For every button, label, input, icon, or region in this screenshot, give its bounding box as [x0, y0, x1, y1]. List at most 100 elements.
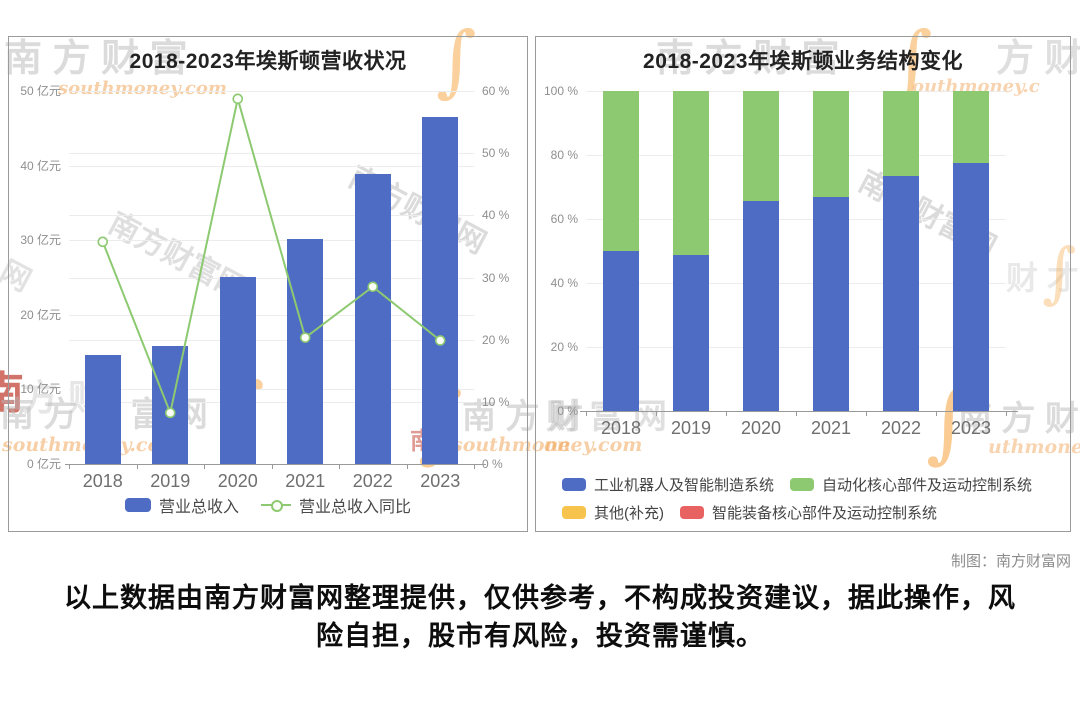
robot-swatch-icon [562, 478, 586, 491]
x-axis-tick-0 [586, 411, 587, 416]
stack-segment-blue-2018 [603, 251, 639, 411]
stack-segment-green-2018 [603, 91, 639, 251]
y-axis-label-0: 0 % [557, 404, 578, 418]
legend-label-yoy: 营业总收入同比 [299, 499, 412, 516]
legend-row-1: 工业机器人及智能制造系统 自动化核心部件及运动控制系统 [562, 474, 1032, 495]
legend-label-other: 其他(补充) [594, 505, 664, 522]
x-axis-category-2019: 2019 [150, 471, 191, 491]
x-axis-tick-0 [69, 464, 70, 469]
disclaimer-line-2: 险自担，股市有风险，投资需谨慎。 [316, 620, 764, 651]
left-axis-label-30: 30 亿元 [20, 233, 61, 248]
y-axis-label-100: 100 % [543, 84, 578, 98]
yoy-point-2022 [367, 281, 379, 293]
x-axis-category-2019: 2019 [670, 418, 712, 438]
revenue-chart-title: 2018-2023年埃斯顿营收状况 [129, 50, 407, 73]
y-axis-label-80: 80 % [550, 148, 578, 162]
yoy-point-2018 [97, 236, 109, 248]
x-axis-tick-1 [656, 411, 657, 416]
legend-label-automation: 自动化核心部件及运动控制系统 [822, 477, 1033, 494]
right-axis-label-0: 0 % [482, 457, 503, 471]
structure-chart-title: 2018-2023年埃斯顿业务结构变化 [643, 50, 963, 73]
x-axis-tick-2 [204, 464, 205, 469]
left-axis-label-40: 40 亿元 [20, 158, 61, 173]
structure-chart-plot [586, 91, 1006, 411]
legend-item-equipment: 智能装备核心部件及运动控制系统 [680, 502, 937, 523]
x-axis-category-2018: 2018 [82, 471, 123, 491]
other-swatch-icon [562, 506, 586, 519]
disclaimer-text: 以上数据由南方财富网整理提供，仅供参考，不构成投资建议，据此操作，风 险自担，股… [40, 580, 1040, 656]
revenue-chart-legend: 营业总收入 营业总收入同比 [9, 493, 527, 517]
x-axis-category-2023: 2023 [420, 471, 461, 491]
stack-segment-green-2019 [673, 91, 709, 256]
gridline-left-20 [69, 314, 474, 316]
revenue-bar-2021 [287, 238, 324, 464]
gridline-right-10 [69, 401, 474, 403]
yoy-line [101, 98, 441, 417]
revenue-bar-2023 [422, 116, 459, 464]
stack-segment-blue-2022 [883, 176, 919, 411]
right-axis-label-10: 10 % [482, 394, 510, 409]
right-axis-label-30: 30 % [482, 270, 510, 285]
gridline-100 [586, 91, 1006, 92]
gridline-20 [586, 347, 1006, 348]
x-axis-category-2021: 2021 [285, 471, 326, 491]
yoy-line-series [97, 93, 446, 419]
left-axis-label-50: 50 亿元 [20, 84, 61, 98]
legend-label-robot: 工业机器人及智能制造系统 [594, 477, 775, 494]
yoy-point-2023 [434, 335, 446, 346]
yoy-point-2019 [164, 407, 176, 419]
left-axis-label-10: 10 亿元 [20, 382, 61, 397]
revenue-bar-2018 [84, 355, 121, 464]
revenue-chart-panel: 2018-2023年埃斯顿营收状况 0 亿元 10 亿元 20 亿元 30 亿元 40 … [8, 36, 528, 532]
right-axis-label-20: 20 % [482, 332, 510, 347]
gridline-left-10 [69, 389, 474, 391]
equipment-swatch-icon [680, 506, 704, 519]
y-axis-label-20: 20 % [550, 340, 578, 354]
structure-chart-legend: 工业机器人及智能制造系统 自动化核心部件及运动控制系统 其他(补充) 智能装备核… [562, 474, 1032, 523]
gridline-left-40 [69, 165, 474, 167]
stack-segment-blue-2019 [673, 255, 709, 411]
x-axis-category-2020: 2020 [740, 418, 782, 438]
gridline-80 [586, 155, 1006, 156]
legend-item-robot: 工业机器人及智能制造系统 [562, 474, 774, 495]
x-axis-category-2020: 2020 [217, 471, 258, 491]
gridline-right-50 [69, 153, 474, 155]
x-axis-line [65, 464, 486, 465]
x-axis-tick-4 [339, 464, 340, 469]
x-axis-tick-2 [726, 411, 727, 416]
stack-segment-blue-2021 [813, 197, 849, 411]
legend-item-automation: 自动化核心部件及运动控制系统 [790, 474, 1032, 495]
x-axis-tick-5 [406, 464, 408, 469]
legend-item-revenue: 营业总收入 [124, 493, 239, 517]
gridline-60 [586, 219, 1006, 220]
structure-chart-panel: 2018-2023年埃斯顿业务结构变化 0 % 20 % 40 % 60 % 80 % 1… [535, 36, 1071, 532]
gridline-right-30 [69, 277, 474, 279]
y-axis-label-60: 60 % [550, 212, 578, 226]
automation-swatch-icon [790, 478, 815, 491]
revenue-bar-2019 [152, 346, 189, 464]
x-axis-category-2021: 2021 [810, 418, 852, 438]
stack-segment-green-2023 [953, 91, 989, 163]
gridline-40 [586, 283, 1006, 284]
legend-label-equipment: 智能装备核心部件及运动控制系统 [712, 505, 938, 522]
x-axis-category-2023: 2023 [950, 418, 992, 438]
gridline-left-30 [69, 240, 474, 242]
revenue-bar-swatch-icon [124, 498, 151, 512]
gridline-right-20 [69, 339, 474, 341]
yoy-point-2020 [232, 93, 244, 105]
x-axis-category-2018: 2018 [600, 418, 642, 438]
right-axis-label-50: 50 % [482, 146, 510, 161]
yoy-point-2021 [299, 332, 311, 343]
x-axis-tick-6 [474, 464, 475, 469]
stack-segment-green-2021 [813, 91, 849, 198]
stack-segment-green-2022 [883, 91, 919, 177]
x-axis-category-2022: 2022 [880, 418, 922, 438]
x-axis-tick-4 [866, 411, 867, 416]
stack-segment-green-2020 [743, 91, 779, 202]
stack-segment-blue-2020 [743, 201, 779, 411]
right-axis-label-60: 60 % [482, 84, 510, 98]
legend-label-revenue: 营业总收入 [158, 499, 239, 516]
x-axis-tick-5 [936, 411, 937, 416]
x-axis-tick-1 [136, 464, 138, 469]
